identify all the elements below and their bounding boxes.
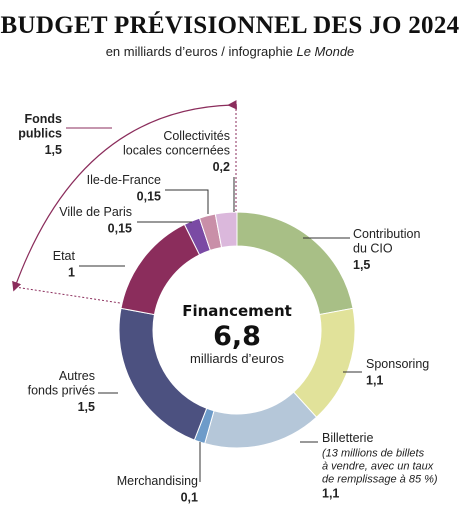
label-etat-name: Etat xyxy=(53,249,76,263)
slice-contribution-du-cio xyxy=(236,211,354,316)
label-billetterie-note: (13 millions de billets xyxy=(322,448,425,460)
label-ville-de-paris-value: 0,15 xyxy=(108,222,132,236)
leader-line-ile-de-france xyxy=(165,189,209,214)
center-value: 6,8 xyxy=(213,321,261,352)
slice-billetterie xyxy=(204,391,318,449)
label-collectivites-locales-concernees-name: locales concernées xyxy=(123,144,230,158)
chart-title: BUDGET PRÉVISIONNEL DES JO 2024 xyxy=(0,12,460,39)
label-ile-de-france-value: 0,15 xyxy=(137,190,161,204)
center-unit: milliards d’euros xyxy=(190,351,284,366)
label-etat-value: 1 xyxy=(68,266,75,280)
label-contribution-du-cio-name: Contribution xyxy=(353,227,420,241)
center-heading: Financement xyxy=(182,302,292,320)
source-name: Le Monde xyxy=(296,44,355,59)
label-ville-de-paris-name: Ville de Paris xyxy=(59,205,132,219)
label-autres-fonds-prives-name: Autres xyxy=(59,369,95,383)
label-merchandising-value: 0,1 xyxy=(181,491,198,505)
label-fonds-publics-name: publics xyxy=(18,127,62,141)
label-ile-de-france-name: Ile-de-France xyxy=(87,173,161,187)
group-arrow-arc xyxy=(12,100,237,292)
slice-autres-fonds-prives xyxy=(118,307,208,441)
slice-sponsoring xyxy=(292,307,356,418)
group-tick-left xyxy=(14,286,121,304)
label-billetterie-note: de remplissage à 85 %) xyxy=(322,474,438,486)
label-sponsoring-name: Sponsoring xyxy=(366,357,429,371)
label-merchandising-name: Merchandising xyxy=(117,474,198,488)
label-contribution-du-cio-name: du CIO xyxy=(353,242,393,256)
label-collectivites-locales-concernees-value: 0,2 xyxy=(213,160,230,174)
label-autres-fonds-prives-value: 1,5 xyxy=(78,400,95,414)
label-fonds-publics-name: Fonds xyxy=(25,112,63,126)
label-sponsoring-value: 1,1 xyxy=(366,374,383,388)
label-billetterie-note: à vendre, avec un taux xyxy=(322,461,434,473)
donut-center: Financement 6,8 milliards d’euros xyxy=(182,302,292,366)
label-contribution-du-cio-value: 1,5 xyxy=(353,258,370,272)
label-autres-fonds-prives-name: fonds privés xyxy=(28,384,95,398)
label-fonds-publics-value: 1,5 xyxy=(45,143,62,157)
chart-subtitle: en milliards d’euros / infographie Le Mo… xyxy=(0,44,460,59)
label-billetterie-name: Billetterie xyxy=(322,431,373,445)
label-collectivites-locales-concernees-name: Collectivités xyxy=(163,129,230,143)
subtitle-text: en milliards d’euros / infographie xyxy=(105,44,293,59)
label-billetterie-value: 1,1 xyxy=(322,487,339,501)
